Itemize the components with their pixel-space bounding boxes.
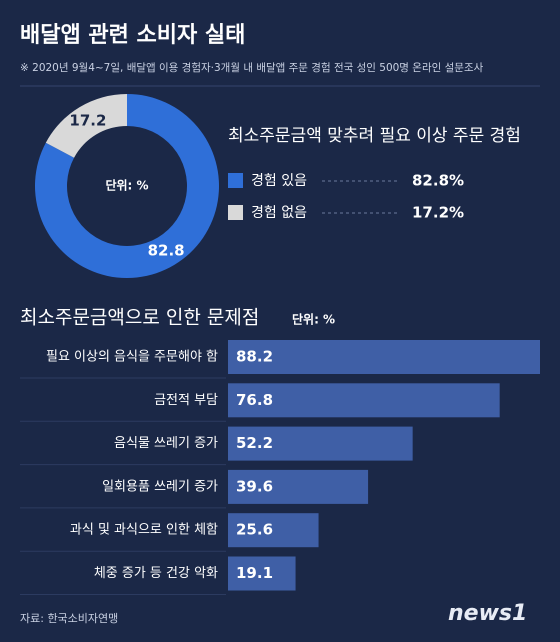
title: 배달앱 관련 소비자 실태: [20, 23, 245, 48]
category-label: 과식 및 과식으로 인한 체함: [70, 523, 218, 538]
donut-slice: [45, 94, 127, 158]
category-label: 일회용품 쓰레기 증가: [102, 479, 218, 494]
source: 자료: 한국소비자연맹: [20, 612, 118, 625]
category-label: 필요 이상의 음식을 주문해야 함: [46, 350, 218, 365]
bar-value: 39.6: [236, 477, 273, 495]
logo: news1: [448, 601, 527, 626]
category-label: 금전적 부담: [154, 393, 218, 408]
bar-value: 52.2: [236, 434, 273, 452]
chart-title: 최소주문금액 맞추려 필요 이상 주문 경험: [228, 126, 521, 146]
legend-value: 17.2%: [412, 204, 464, 222]
bar-value: 19.1: [236, 564, 273, 582]
category-label: 음식물 쓰레기 증가: [114, 436, 218, 451]
bar-value: 76.8: [236, 391, 273, 409]
bar: [228, 340, 540, 374]
bar-value: 25.6: [236, 521, 273, 539]
legend-label: 경험 없음: [251, 205, 307, 221]
bar: [228, 383, 500, 418]
bar: [228, 469, 369, 504]
legend-label: 경험 있음: [251, 173, 307, 189]
bar: [228, 426, 413, 461]
slice-label: 17.2: [69, 111, 106, 129]
bar-value: 88.2: [236, 348, 273, 366]
legend-swatch: [228, 205, 243, 220]
category-label: 체중 증가 등 건강 악화: [94, 566, 218, 581]
unit-label: 단위: %: [105, 178, 148, 193]
donut-slice: [34, 94, 220, 279]
unit-label: 단위: %: [292, 312, 335, 327]
chart-title: 최소주문금액으로 인한 문제점: [20, 307, 259, 329]
slice-label: 82.8: [148, 242, 185, 260]
bar: [228, 513, 319, 548]
legend-value: 82.8%: [412, 172, 464, 190]
subtitle: ※ 2020년 9월4~7일, 배달앱 이용 경험자·3개월 내 배달앱 주문 …: [20, 61, 484, 74]
legend-swatch: [228, 173, 243, 188]
bar: [228, 556, 296, 591]
